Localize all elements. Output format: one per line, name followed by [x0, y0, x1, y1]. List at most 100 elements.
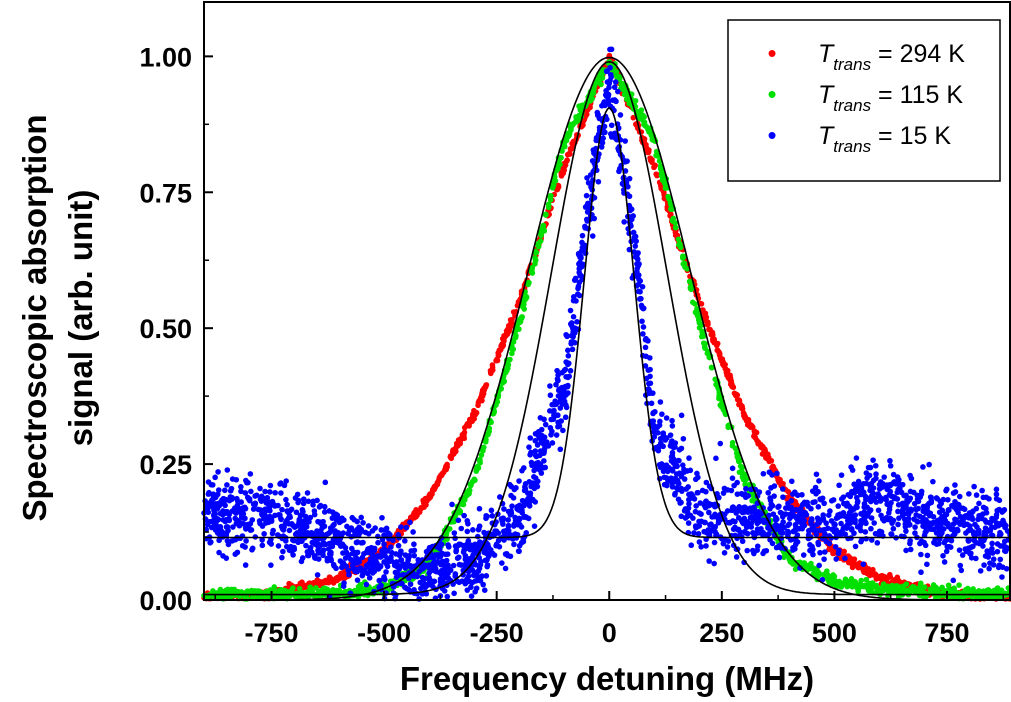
- data-point: [612, 130, 619, 137]
- data-point: [623, 90, 630, 97]
- data-point: [701, 528, 707, 535]
- data-point: [800, 552, 807, 558]
- data-point: [563, 135, 569, 141]
- data-point: [390, 590, 397, 596]
- data-point: [298, 558, 305, 565]
- data-point: [327, 525, 334, 531]
- data-point: [735, 526, 742, 533]
- data-point: [920, 464, 926, 470]
- data-point: [536, 452, 543, 459]
- data-point: [462, 496, 468, 502]
- data-point: [411, 547, 418, 554]
- data-point: [205, 479, 212, 485]
- data-point: [879, 484, 885, 491]
- data-point: [751, 428, 758, 434]
- data-point: [733, 445, 739, 452]
- data-point: [713, 455, 719, 462]
- data-point: [977, 568, 984, 574]
- data-point: [446, 566, 453, 572]
- data-point: [278, 490, 284, 496]
- data-point: [667, 200, 674, 206]
- data-point: [621, 86, 627, 92]
- data-point: [215, 487, 222, 493]
- data-point: [744, 547, 751, 554]
- data-point: [535, 432, 542, 439]
- data-point: [952, 482, 958, 488]
- data-point: [327, 540, 333, 547]
- data-point: [790, 544, 796, 551]
- data-point: [659, 172, 665, 179]
- data-point: [242, 490, 249, 496]
- data-point: [838, 496, 845, 502]
- data-point: [898, 584, 905, 591]
- data-point: [836, 482, 842, 489]
- data-point: [999, 509, 1005, 515]
- data-point: [832, 578, 839, 584]
- data-point: [711, 539, 718, 546]
- data-point: [224, 467, 231, 473]
- data-point: [437, 578, 444, 585]
- data-point: [844, 500, 850, 507]
- data-point: [344, 523, 350, 530]
- data-point: [670, 215, 677, 222]
- data-point: [377, 563, 384, 570]
- data-point: [468, 593, 475, 599]
- data-point: [304, 589, 311, 595]
- data-point: [848, 464, 854, 470]
- data-point: [451, 518, 457, 525]
- data-point: [877, 498, 884, 504]
- data-point: [649, 136, 656, 143]
- data-point: [688, 284, 695, 291]
- data-point: [799, 560, 806, 567]
- data-point: [502, 370, 509, 376]
- data-point: [598, 144, 605, 150]
- data-point: [532, 257, 539, 263]
- data-point: [631, 234, 637, 241]
- data-point: [352, 587, 358, 594]
- data-point: [938, 531, 944, 537]
- data-point: [227, 488, 234, 494]
- data-point: [976, 540, 983, 547]
- data-point: [381, 541, 387, 548]
- data-point: [244, 588, 251, 594]
- data-point: [317, 519, 323, 525]
- data-point: [407, 564, 414, 570]
- data-point: [862, 511, 868, 518]
- data-point: [651, 163, 658, 169]
- data-point: [903, 581, 910, 587]
- data-point: [429, 583, 436, 590]
- data-point: [911, 500, 918, 507]
- data-point: [873, 471, 879, 477]
- data-point: [636, 276, 642, 283]
- data-point: [971, 537, 978, 544]
- data-point: [463, 422, 470, 429]
- data-point: [336, 538, 343, 544]
- data-point: [411, 514, 418, 520]
- data-point: [642, 344, 649, 351]
- data-point: [739, 538, 746, 545]
- data-point: [862, 529, 869, 535]
- data-point: [733, 392, 739, 399]
- data-point: [570, 294, 577, 300]
- data-point: [636, 111, 643, 117]
- data-point: [953, 516, 959, 523]
- data-point: [684, 468, 690, 474]
- data-point: [289, 537, 296, 543]
- data-point: [770, 463, 776, 470]
- data-point: [912, 524, 918, 530]
- data-point: [320, 539, 327, 546]
- data-point: [907, 546, 914, 553]
- data-point: [455, 442, 461, 449]
- data-point: [295, 539, 301, 546]
- data-point: [367, 556, 374, 563]
- data-point: [259, 511, 265, 517]
- data-point: [657, 163, 664, 169]
- data-point: [486, 425, 493, 432]
- data-point: [290, 552, 296, 558]
- series-points-2: [201, 46, 1011, 602]
- data-point: [489, 550, 496, 557]
- data-point: [637, 288, 643, 295]
- data-point: [378, 527, 385, 533]
- data-point: [268, 541, 275, 547]
- data-point: [279, 554, 285, 561]
